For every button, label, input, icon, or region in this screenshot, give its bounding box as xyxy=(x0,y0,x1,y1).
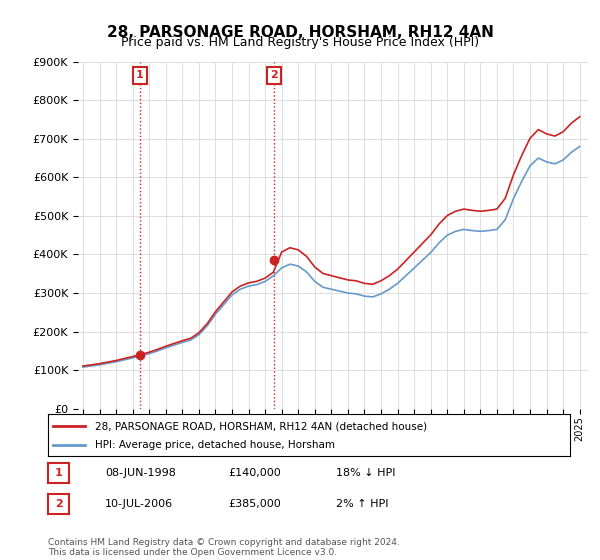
Text: 28, PARSONAGE ROAD, HORSHAM, RH12 4AN (detached house): 28, PARSONAGE ROAD, HORSHAM, RH12 4AN (d… xyxy=(95,421,427,431)
Text: 10-JUL-2006: 10-JUL-2006 xyxy=(105,499,173,509)
Text: £140,000: £140,000 xyxy=(228,468,281,478)
Text: 1: 1 xyxy=(136,71,144,81)
Text: Price paid vs. HM Land Registry's House Price Index (HPI): Price paid vs. HM Land Registry's House … xyxy=(121,36,479,49)
Text: 08-JUN-1998: 08-JUN-1998 xyxy=(105,468,176,478)
Text: £385,000: £385,000 xyxy=(228,499,281,509)
Text: HPI: Average price, detached house, Horsham: HPI: Average price, detached house, Hors… xyxy=(95,440,335,450)
Text: Contains HM Land Registry data © Crown copyright and database right 2024.
This d: Contains HM Land Registry data © Crown c… xyxy=(48,538,400,557)
Text: 1: 1 xyxy=(55,468,62,478)
Text: 28, PARSONAGE ROAD, HORSHAM, RH12 4AN: 28, PARSONAGE ROAD, HORSHAM, RH12 4AN xyxy=(107,25,493,40)
Text: 2: 2 xyxy=(270,71,278,81)
Text: 2: 2 xyxy=(55,499,62,509)
Text: 18% ↓ HPI: 18% ↓ HPI xyxy=(336,468,395,478)
Text: 2% ↑ HPI: 2% ↑ HPI xyxy=(336,499,389,509)
